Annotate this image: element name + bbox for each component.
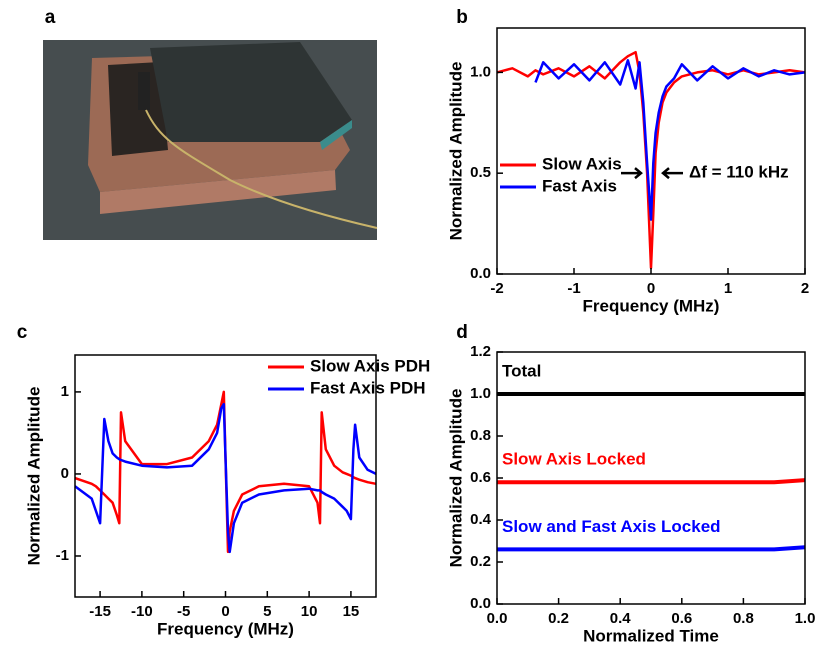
x-tick-label: -15 xyxy=(89,603,111,620)
x-tick-label: -2 xyxy=(490,280,503,297)
x-tick-label: 10 xyxy=(301,603,318,620)
fiber-connector xyxy=(138,72,150,110)
y-tick-label: 1.0 xyxy=(470,385,491,402)
y-tick-label: 0 xyxy=(61,465,69,482)
y-axis-title: Normalized Amplitude xyxy=(446,62,465,241)
panel-label: d xyxy=(456,322,468,343)
x-tick-label: 15 xyxy=(343,603,360,620)
x-tick-label: -5 xyxy=(177,603,190,620)
x-tick-label: 0 xyxy=(647,280,655,297)
x-tick-label: -1 xyxy=(567,280,580,297)
y-tick-label: 0.4 xyxy=(470,511,492,528)
y-tick-label: 0.0 xyxy=(470,265,491,282)
series-line xyxy=(497,478,806,485)
plot-frame xyxy=(496,351,806,605)
annotation: Δf = 110 kHz xyxy=(689,163,789,182)
y-tick-label: 1 xyxy=(61,383,69,400)
series-line xyxy=(497,545,806,552)
series-line xyxy=(74,390,377,554)
legend-label: Slow Axis xyxy=(542,154,622,173)
plate xyxy=(150,42,352,142)
x-tick-label: 5 xyxy=(263,603,271,620)
photo xyxy=(43,40,378,240)
plate-glow xyxy=(320,120,352,150)
x-tick-label: 0.4 xyxy=(610,610,632,627)
x-tick-label: 0.0 xyxy=(487,610,508,627)
x-tick-label: 0.2 xyxy=(548,610,569,627)
legend-label: Fast Axis PDH xyxy=(310,378,426,397)
legend-label: Slow Axis PDH xyxy=(310,356,430,375)
series-line xyxy=(534,59,806,221)
x-tick-label: 0.8 xyxy=(733,610,754,627)
series-line xyxy=(74,402,377,554)
y-tick-label: 0.6 xyxy=(470,469,491,486)
annotation-arrow xyxy=(661,167,683,180)
x-tick-label: -10 xyxy=(131,603,153,620)
y-axis-title: Normalized Amplitude xyxy=(24,387,43,566)
x-tick-label: 1.0 xyxy=(795,610,816,627)
y-tick-label: -1 xyxy=(56,547,69,564)
y-axis-title: Normalized Amplitude xyxy=(446,389,465,568)
y-tick-label: 1.2 xyxy=(470,343,491,360)
y-tick-label: 0.8 xyxy=(470,427,491,444)
panel-label: c xyxy=(17,322,28,343)
fiber xyxy=(145,109,378,229)
series-label: Slow Axis Locked xyxy=(502,450,646,469)
panel-label: a xyxy=(45,7,56,28)
copper-side xyxy=(100,170,336,214)
x-tick-label: 2 xyxy=(801,280,809,297)
x-tick-label: 0.6 xyxy=(671,610,692,627)
y-tick-label: 0.0 xyxy=(470,595,491,612)
x-axis-title: Normalized Time xyxy=(583,626,719,645)
annotation-arrow xyxy=(621,167,643,180)
x-tick-label: 1 xyxy=(724,280,732,297)
legend-label: Fast Axis xyxy=(542,176,617,195)
x-tick-label: 0 xyxy=(221,603,229,620)
y-tick-label: 1.0 xyxy=(470,63,491,80)
x-axis-title: Frequency (MHz) xyxy=(157,619,294,638)
panel-label: b xyxy=(456,7,468,28)
x-axis-title: Frequency (MHz) xyxy=(583,296,720,315)
series-label: Slow and Fast Axis Locked xyxy=(502,517,721,536)
y-tick-label: 0.2 xyxy=(470,553,491,570)
y-tick-label: 0.5 xyxy=(470,164,491,181)
series-label: Total xyxy=(502,361,541,380)
